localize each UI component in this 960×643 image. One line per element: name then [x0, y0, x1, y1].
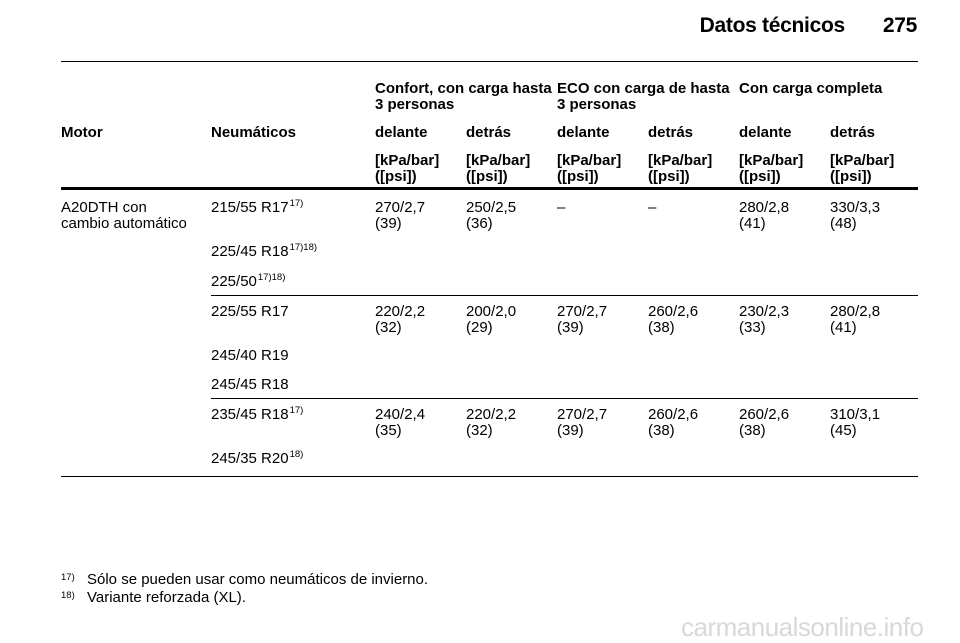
- footnote-mark: 17): [61, 572, 75, 583]
- tyre-size: 245/45 R18: [211, 376, 289, 393]
- pressure-cell: 310/3,1 (45): [830, 406, 881, 439]
- pressure-cell: –: [557, 199, 566, 216]
- column-header-rear: detrás: [830, 124, 876, 141]
- group-header-full-load: Con carga completa: [739, 80, 883, 97]
- page-title: Datos técnicos: [699, 14, 845, 37]
- tyre-size: 245/35 R2018): [211, 449, 304, 467]
- page-number: 275: [882, 14, 917, 37]
- tyre-size: 215/55 R1717): [211, 198, 304, 216]
- unit-header: [kPa/bar] ([psi]): [466, 152, 531, 185]
- table-header-rule: [61, 187, 918, 190]
- column-header-front: delante: [375, 124, 428, 141]
- pressure-cell: 200/2,0 (29): [466, 303, 517, 336]
- column-header-rear: detrás: [466, 124, 512, 141]
- tyre-size: 235/45 R1817): [211, 405, 304, 423]
- pressure-cell: 330/3,3 (48): [830, 199, 881, 232]
- pressure-cell: 230/2,3 (33): [739, 303, 790, 336]
- column-header-motor: Motor: [61, 124, 103, 141]
- table-bottom-rule: [61, 476, 918, 477]
- unit-header: [kPa/bar] ([psi]): [739, 152, 804, 185]
- group-header-eco: ECO con carga de hasta 3 personas: [557, 80, 730, 113]
- footnote: 18) Variante reforzada (XL).: [61, 589, 246, 606]
- pressure-cell: 240/2,4 (35): [375, 406, 426, 439]
- tyre-size: 225/55 R17: [211, 303, 289, 320]
- block-divider: [211, 398, 918, 399]
- column-header-tyres: Neumáticos: [211, 124, 297, 141]
- pressure-cell: 220/2,2 (32): [466, 406, 517, 439]
- footnote-text: Variante reforzada (XL).: [87, 589, 246, 606]
- pressure-cell: 260/2,6 (38): [648, 303, 699, 336]
- unit-header: [kPa/bar] ([psi]): [557, 152, 622, 185]
- pressure-cell: 270/2,7 (39): [375, 199, 426, 232]
- unit-header: [kPa/bar] ([psi]): [830, 152, 895, 185]
- pressure-cell: 260/2,6 (38): [739, 406, 790, 439]
- pressure-cell: 260/2,6 (38): [648, 406, 699, 439]
- column-header-rear: detrás: [648, 124, 694, 141]
- pressure-cell: –: [648, 199, 657, 216]
- pressure-cell: 220/2,2 (32): [375, 303, 426, 336]
- unit-header: [kPa/bar] ([psi]): [648, 152, 713, 185]
- pressure-cell: 280/2,8 (41): [739, 199, 790, 232]
- column-header-front: delante: [557, 124, 610, 141]
- tyre-size: 225/5017)18): [211, 272, 286, 290]
- footnote: 17) Sólo se pueden usar como neumáticos d…: [61, 571, 428, 588]
- pressure-cell: 270/2,7 (39): [557, 303, 608, 336]
- group-header-confort: Confort, con carga hasta 3 personas: [375, 80, 552, 113]
- pressure-cell: 270/2,7 (39): [557, 406, 608, 439]
- header-rule: [61, 61, 918, 62]
- motor-cell: A20DTH con cambio automático: [61, 199, 187, 232]
- column-header-front: delante: [739, 124, 792, 141]
- tyre-size: 245/40 R19: [211, 347, 289, 364]
- unit-header: [kPa/bar] ([psi]): [375, 152, 440, 185]
- page-header: Datos técnicos 275: [0, 14, 918, 38]
- block-divider: [211, 295, 918, 296]
- pressure-cell: 250/2,5 (36): [466, 199, 517, 232]
- tyre-size: 225/45 R1817)18): [211, 242, 318, 260]
- footnote-text: Sólo se pueden usar como neumáticos de i…: [87, 571, 429, 588]
- footnote-mark: 18): [61, 590, 75, 601]
- pressure-cell: 280/2,8 (41): [830, 303, 881, 336]
- watermark: carmanualsonline.info: [681, 612, 924, 642]
